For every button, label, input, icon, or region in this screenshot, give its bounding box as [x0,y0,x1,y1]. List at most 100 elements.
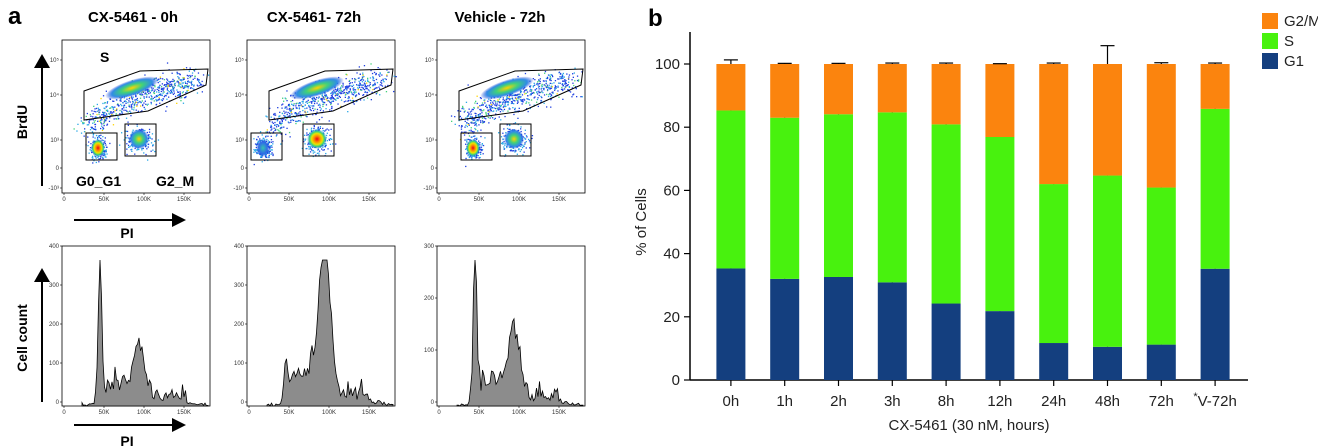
event-dot [337,88,339,90]
event-dot [270,116,272,118]
event-dot [520,130,522,133]
event-dot [492,107,494,109]
event-dot [121,112,124,114]
event-dot [517,100,519,102]
event-dot [504,115,506,118]
event-dot [323,103,325,105]
event-dot [340,88,342,90]
event-dot [482,144,485,147]
event-dot [147,103,149,105]
event-dot [506,127,509,130]
event-dot [95,111,97,113]
event-dot [139,93,141,96]
event-dot [329,134,331,136]
event-dot [316,111,318,113]
event-dot [576,79,579,82]
event-dot [320,108,322,110]
event-dot [134,153,136,155]
event-dot [554,89,556,91]
event-dot [348,96,350,98]
event-dot [168,80,170,83]
event-dot [343,101,345,103]
event-dot [508,96,510,98]
event-dot [136,105,138,107]
event-dot [331,92,333,94]
event-dot [173,80,175,82]
event-dot [272,154,274,157]
event-dot [511,95,513,97]
event-dot [276,118,279,121]
event-dot [571,96,573,98]
event-dot [158,90,160,92]
event-dot [481,117,484,119]
event-dot [334,91,336,93]
event-dot [520,98,522,101]
event-dot [181,85,184,87]
event-dot [270,141,272,143]
event-dot [143,102,145,104]
event-dot [326,99,328,102]
event-dot [466,122,468,124]
event-dot [546,86,549,88]
event-dot [322,110,324,112]
event-dot [342,90,344,93]
event-dot [561,75,564,77]
event-dot [333,91,335,93]
event-dot [161,87,163,90]
event-dot [105,106,107,108]
event-dot [133,109,135,111]
event-dot [108,113,110,115]
event-dot [194,77,196,79]
event-dot [200,84,203,86]
event-dot [279,111,281,113]
event-dot [475,123,477,126]
event-dot [177,80,179,83]
event-dot [182,82,185,84]
event-dot [184,96,187,99]
dotplot-ytick-label: 10³ [50,138,59,144]
event-dot [187,87,189,89]
event-dot [288,122,290,124]
event-dot [328,139,331,141]
event-dot [191,72,194,74]
event-dot [179,85,181,88]
event-dot [525,89,527,91]
event-dot [518,95,520,98]
event-dot [347,111,349,113]
event-dot [193,85,195,87]
event-dot [296,107,298,109]
event-dot [148,139,150,142]
event-dot [164,84,166,86]
event-dot [482,122,484,124]
event-dot [103,121,105,123]
event-dot [289,136,291,138]
dotplot-ytick-label: 10⁴ [50,92,60,99]
event-dot [290,100,292,103]
event-dot [475,122,477,125]
event-dot [285,111,287,113]
event-dot [529,147,531,149]
y-tick-label: 0 [672,372,680,389]
event-dot [302,99,304,101]
event-dot [280,124,282,126]
event-dot [575,88,577,90]
event-dot [298,120,300,122]
event-dot [319,109,322,112]
event-dot [352,93,354,96]
event-dot [305,101,307,103]
event-dot [351,92,353,94]
event-dot [141,128,143,130]
event-dot [466,116,468,118]
event-dot [103,154,106,156]
event-dot [322,127,324,130]
event-dot [541,87,543,89]
event-dot [158,86,160,88]
event-dot [135,99,137,101]
event-dot [488,106,491,108]
event-dot [165,84,167,86]
event-dot [345,78,347,80]
event-dot [568,74,571,76]
event-dot [334,92,336,94]
event-dot [506,97,508,99]
event-dot [471,156,473,158]
